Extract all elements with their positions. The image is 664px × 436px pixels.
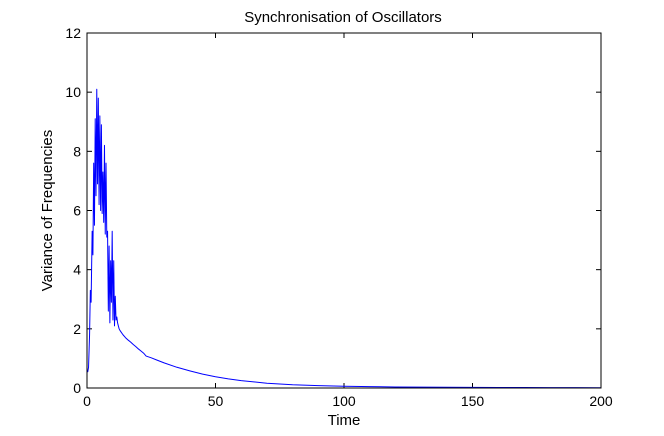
plot-area-frame [86,32,602,389]
y-tick-label: 10 [65,84,81,100]
x-tick-label: 150 [461,393,485,409]
tick-labels: 0 50 100 150 200 0 2 4 6 8 10 12 [65,25,612,409]
series-layer [86,88,602,389]
tick-marks [86,32,602,389]
x-tick-label: 50 [208,393,224,409]
y-axis-title: Variance of Frequencies [39,130,56,291]
chart-title: Synchronisation of Oscillators [244,9,442,26]
series-line [86,88,602,389]
x-tick-label: 100 [332,393,356,409]
x-tick-label: 0 [83,393,91,409]
y-tick-label: 2 [73,321,81,337]
y-tick-label: 4 [73,262,81,278]
x-tick-label: 200 [589,393,613,409]
y-tick-label: 0 [73,380,81,396]
y-tick-label: 12 [65,25,81,41]
y-tick-label: 8 [73,143,81,159]
x-axis-title: Time [328,412,361,429]
y-tick-label: 6 [73,203,81,219]
